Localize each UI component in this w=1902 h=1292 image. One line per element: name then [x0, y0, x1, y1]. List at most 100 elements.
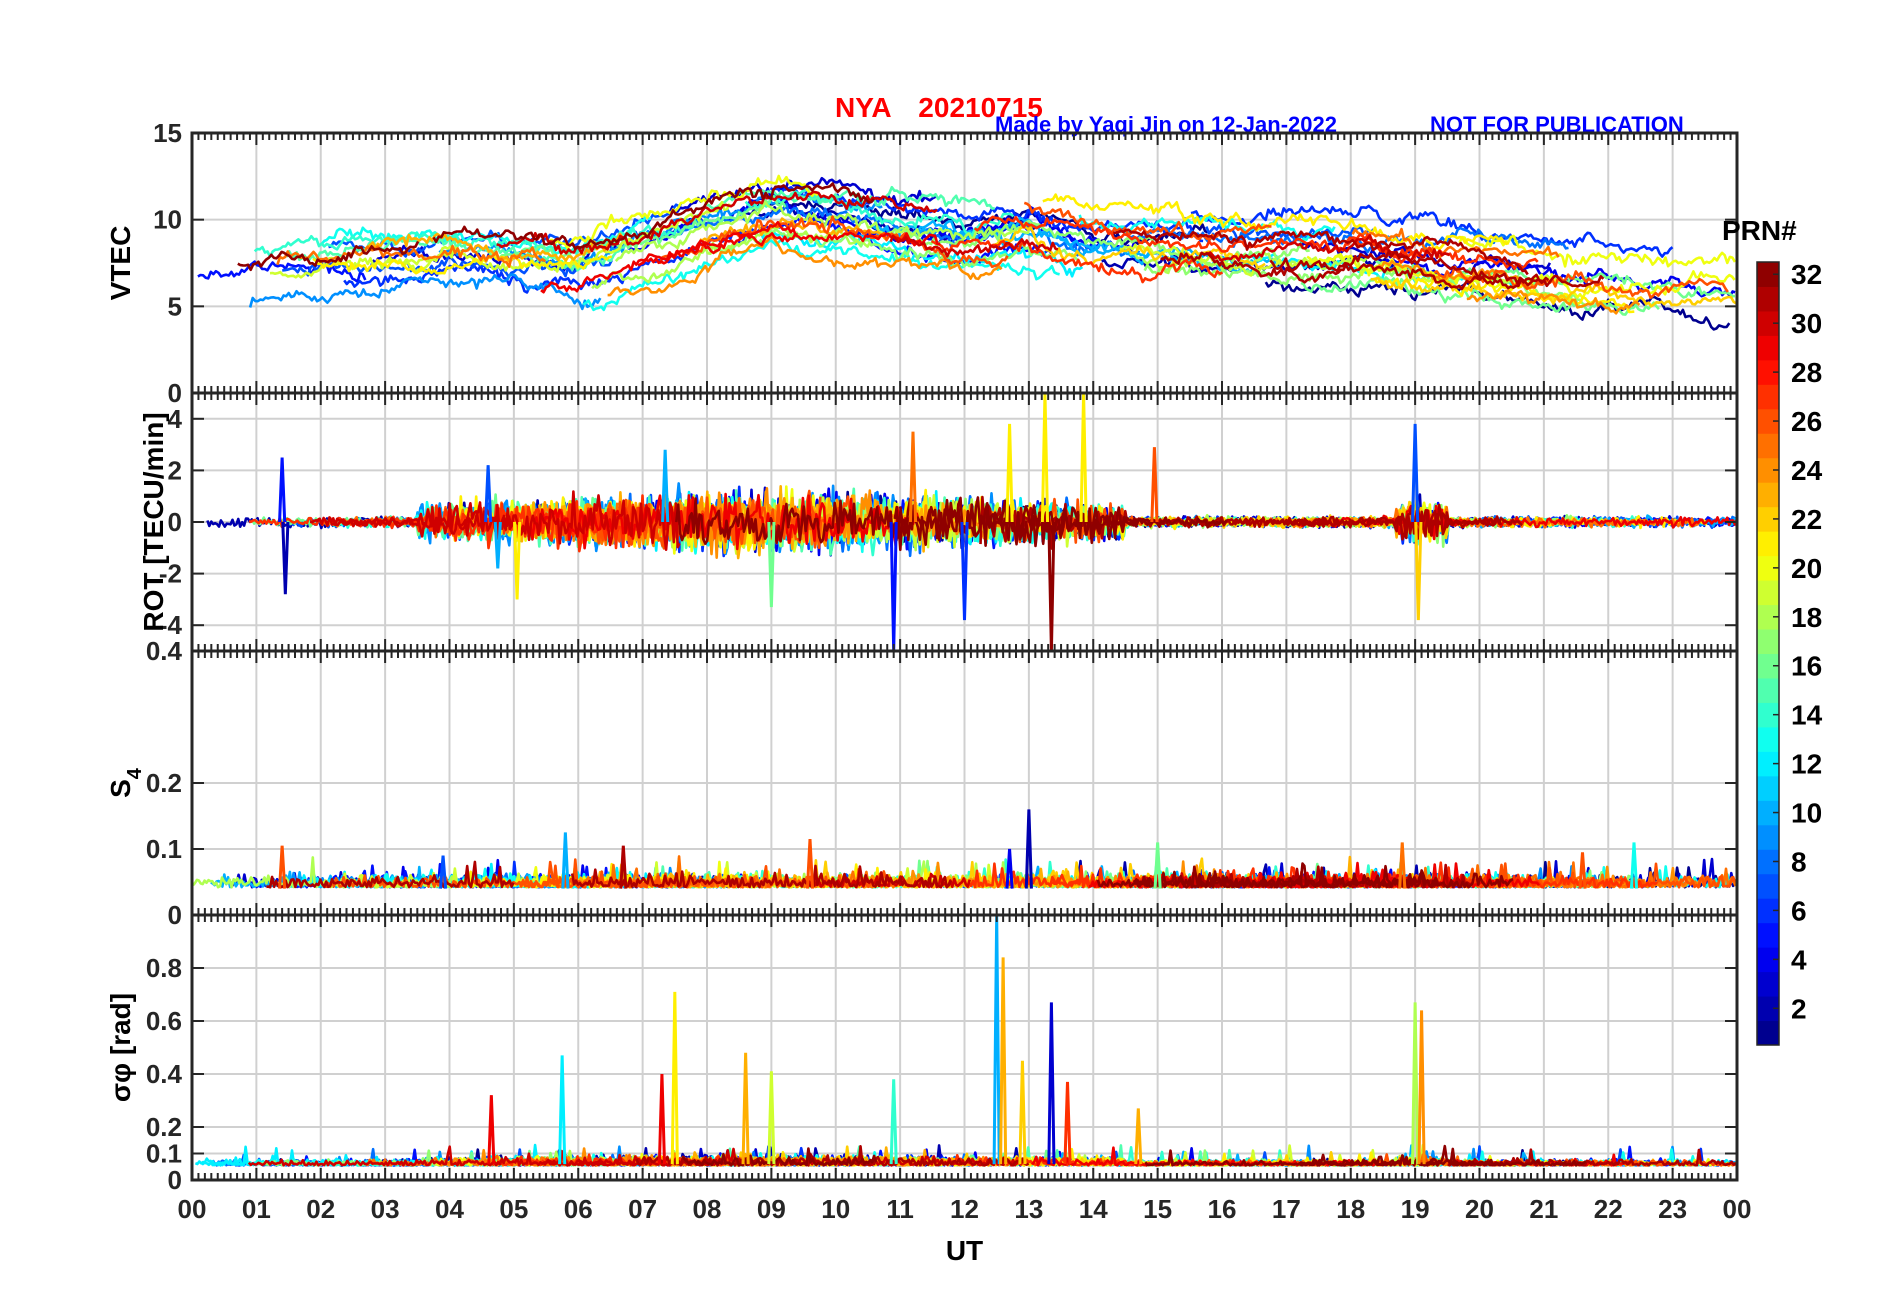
y-tick-label: 0.4: [146, 1059, 183, 1089]
colorbar-tick-label: 6: [1791, 895, 1807, 926]
y-label-rot: ROT [TECU/min]: [138, 412, 169, 631]
colorbar-swatch: [1757, 433, 1779, 458]
colorbar-swatch: [1757, 286, 1779, 311]
spike: [743, 1053, 748, 1164]
x-tick-label: 22: [1594, 1194, 1623, 1224]
x-tick-label: 15: [1143, 1194, 1172, 1224]
y-tick-label: 0.1: [146, 1139, 182, 1169]
scintillation-figure: NYA 20210715 Made by Yaqi Jin on 12-Jan-…: [0, 0, 1902, 1292]
colorbar-swatch: [1757, 972, 1779, 997]
x-tick-label: 10: [821, 1194, 850, 1224]
colorbar-tick-label: 28: [1791, 357, 1822, 388]
spike: [1065, 1082, 1070, 1164]
x-tick-label: 20: [1465, 1194, 1494, 1224]
y-tick-label: 0: [168, 507, 182, 537]
x-tick-label: 07: [628, 1194, 657, 1224]
title-station: NYA: [835, 92, 891, 123]
x-tick-label: 03: [371, 1194, 400, 1224]
colorbar-swatch: [1757, 776, 1779, 801]
x-tick-label: 05: [499, 1194, 528, 1224]
x-tick-label: 19: [1401, 1194, 1430, 1224]
colorbar-tick-label: 12: [1791, 749, 1822, 780]
x-tick-label: 11: [886, 1194, 914, 1224]
y-tick-label: 0.2: [146, 768, 182, 798]
y-tick-label: 10: [153, 205, 182, 235]
series-prn-32: [1145, 1146, 1585, 1165]
y-label-vtec: VTEC: [105, 226, 136, 301]
x-tick-label: 06: [564, 1194, 593, 1224]
colorbar-label: PRN#: [1722, 215, 1797, 246]
panel-sigma_phi: 00.10.2 0.4 0.6 0.8 σφ [rad]: [105, 915, 1737, 1195]
panel-s4: 0 0.1 0.2 0.4 S4: [105, 636, 1737, 930]
y-tick-label: 0.6: [146, 1006, 182, 1036]
y-tick-label: 5: [168, 291, 182, 321]
colorbar-swatch: [1757, 335, 1779, 360]
y-tick-label: 4: [168, 404, 183, 434]
spike: [1419, 1010, 1424, 1164]
colorbar-tick-label: 16: [1791, 651, 1822, 682]
colorbar-tick-label: 10: [1791, 798, 1822, 829]
colorbar-swatch: [1757, 874, 1779, 899]
x-tick-label: 08: [693, 1194, 722, 1224]
spike: [1081, 393, 1086, 522]
colorbar-tick-label: 20: [1791, 553, 1822, 584]
colorbar-tick-label: 8: [1791, 846, 1807, 877]
colorbar-swatch: [1757, 1021, 1779, 1046]
series-group-rot: [207, 393, 1736, 651]
y-tick-label: 0.4: [146, 636, 183, 666]
spike: [891, 522, 896, 651]
colorbar-swatch: [1757, 678, 1779, 703]
y-tick-label: 0.2: [146, 1112, 182, 1142]
x-tick-label: 17: [1272, 1194, 1301, 1224]
x-tick-label: 21: [1529, 1194, 1558, 1224]
panels: 051015VTEC-4-2024ROT [TECU/min]00.10.20.…: [105, 118, 1737, 1195]
colorbar-swatch: [1757, 825, 1779, 850]
spike: [1049, 1002, 1054, 1164]
colorbar-tick-label: 32: [1791, 259, 1822, 290]
spike: [659, 1074, 664, 1164]
panel-vtec: 051015VTEC: [105, 118, 1737, 408]
spike: [672, 992, 677, 1164]
y-tick-label: 0: [168, 900, 182, 930]
colorbar-swatch: [1757, 629, 1779, 654]
colorbar-tick-label: 4: [1791, 944, 1807, 975]
x-tick-label: 23: [1658, 1194, 1687, 1224]
colorbar-swatch: [1757, 482, 1779, 507]
colorbar-swatch: [1757, 580, 1779, 605]
y-tick-label: 0.8: [146, 953, 182, 983]
spike: [1020, 1061, 1025, 1164]
colorbar-tick-label: 24: [1791, 455, 1823, 486]
colorbar-tick-label: 26: [1791, 406, 1822, 437]
colorbar-tick-label: 2: [1791, 993, 1807, 1024]
y-tick-label: 0: [168, 1165, 182, 1195]
spike: [283, 522, 288, 594]
x-tick-label: 09: [757, 1194, 786, 1224]
series-prn-9: [250, 275, 600, 309]
spike: [280, 458, 285, 523]
y-label-s4: S4: [105, 767, 146, 798]
spike: [560, 1055, 565, 1164]
colorbar-swatch: [1757, 923, 1779, 948]
y-tick-label: 0.1: [146, 834, 182, 864]
x-tick-label: 01: [242, 1194, 271, 1224]
colorbar-swatch: [1757, 384, 1779, 409]
x-tick-label: 00: [178, 1194, 207, 1224]
x-axis-label: UT: [946, 1235, 983, 1266]
x-tick-label: 13: [1014, 1194, 1043, 1224]
x-tick-label: 04: [435, 1194, 464, 1224]
colorbar-tick-label: 22: [1791, 504, 1822, 535]
x-tick-label: 14: [1079, 1194, 1108, 1224]
colorbar-tick-label: 18: [1791, 602, 1822, 633]
spike: [1136, 1108, 1141, 1164]
spike: [1001, 957, 1006, 1164]
colorbar-swatch: [1757, 727, 1779, 752]
colorbar-tick-label: 30: [1791, 308, 1822, 339]
spike: [891, 1079, 896, 1164]
y-label-sigma_phi: σφ [rad]: [105, 993, 136, 1102]
colorbar-swatch: [1757, 531, 1779, 556]
x-tick-label: 18: [1336, 1194, 1365, 1224]
x-tick-label: 12: [950, 1194, 979, 1224]
x-axis: 00 01 02 03 04 05 06 07 08 09 10 11 12 13 14 15 16 17 18 19…: [178, 1194, 1752, 1266]
x-tick-label: 00: [1723, 1194, 1752, 1224]
spike: [1152, 447, 1157, 522]
